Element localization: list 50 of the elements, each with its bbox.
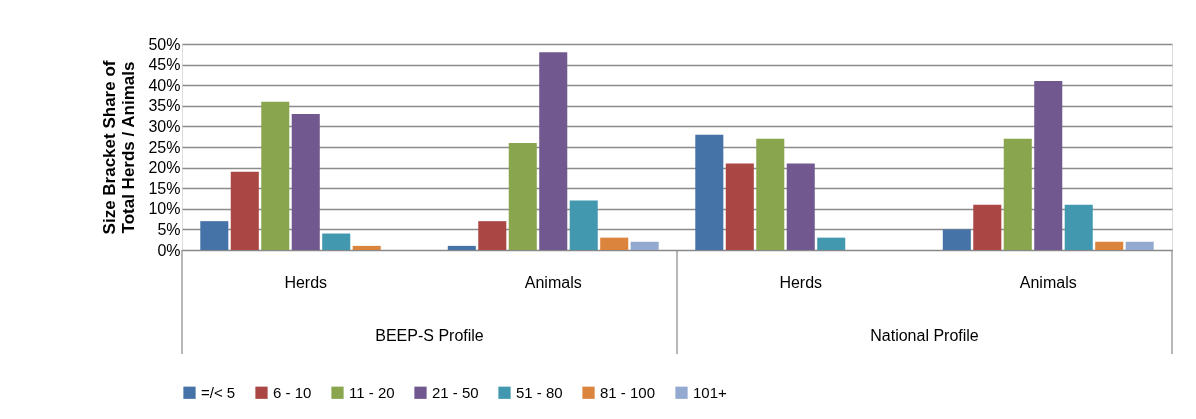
bar: [291, 114, 320, 250]
legend-label: 6 - 10: [273, 383, 312, 401]
y-tick-label: 30%: [148, 117, 181, 135]
bar: [973, 204, 1002, 250]
bar: [1064, 204, 1093, 250]
y-tick-label: 5%: [157, 220, 181, 238]
x-tick-label: Herds: [779, 273, 823, 291]
bar: [352, 245, 381, 250]
bar: [725, 163, 754, 250]
y-tick-label: 15%: [148, 179, 181, 197]
bar: [539, 52, 568, 250]
x-tick-label: Animals: [524, 273, 582, 291]
legend-label: 101+: [693, 383, 728, 401]
bar: [630, 241, 659, 250]
bar: [508, 142, 537, 250]
bar: [942, 229, 971, 250]
text: BEEP-S Profile: [375, 327, 484, 344]
bar: [756, 138, 785, 250]
bar: [817, 237, 846, 250]
x-tick-label: Animals: [1019, 273, 1077, 291]
text: National Profile: [870, 327, 979, 344]
y-tick-label: 25%: [148, 138, 181, 156]
bar: [1095, 241, 1124, 250]
bar: [322, 233, 351, 250]
y-tick-label: 35%: [148, 97, 181, 115]
legend-label: 21 - 50: [432, 383, 479, 401]
y-tick-label: 0%: [157, 241, 181, 259]
bar: [478, 221, 507, 250]
bar: [447, 245, 476, 250]
legend-label: 11 - 20: [349, 383, 395, 401]
bar: [600, 237, 629, 250]
x-tick-label: Herds: [284, 273, 328, 291]
bar: [786, 163, 815, 250]
bar: [200, 221, 229, 250]
y-tick-label: 10%: [148, 200, 181, 218]
y-tick-label: 40%: [148, 76, 181, 94]
bar: [230, 171, 259, 250]
bar: [695, 134, 724, 250]
bar: [261, 101, 290, 250]
bar: [1003, 138, 1032, 250]
legend-label: =/< 5: [201, 383, 236, 401]
y-tick-label: 50%: [148, 35, 181, 53]
y-tick-label: 45%: [148, 56, 181, 74]
y-axis-title: Size Bracket Share of Total Herds / Animals: [100, 60, 139, 235]
legend-label: 81 - 100: [600, 383, 656, 401]
bar: [569, 200, 598, 250]
bar: [1125, 241, 1154, 250]
bar: [1034, 81, 1063, 250]
legend-label: 51 - 80: [516, 383, 563, 401]
y-tick-label: 20%: [148, 159, 181, 177]
